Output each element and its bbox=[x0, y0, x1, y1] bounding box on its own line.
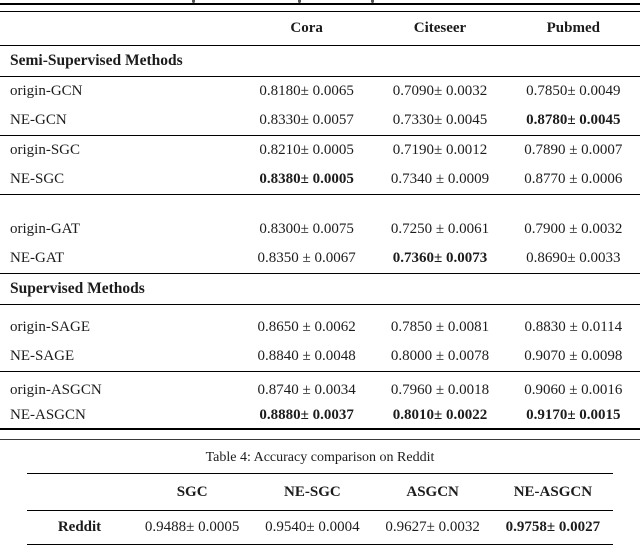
value-cell: 0.8350 ± 0.0067 bbox=[257, 250, 356, 266]
value-cell: 0.8690± 0.0033 bbox=[526, 250, 621, 266]
table-row: origin-SGC 0.8210± 0.0005 0.7190± 0.0012 0.… bbox=[0, 136, 640, 165]
table-row: Reddit 0.9488± 0.0005 0.9540± 0.0004 0.9627… bbox=[27, 511, 613, 545]
value-cell: 0.8840 ± 0.0048 bbox=[257, 348, 356, 364]
table3-body: Semi-Supervised Methods origin-GCN 0.8180±… bbox=[0, 46, 640, 428]
value-cell: 0.9060 ± 0.0016 bbox=[524, 382, 623, 398]
value-cell: 0.7190± 0.0012 bbox=[392, 142, 488, 158]
row-label: origin-GCN bbox=[10, 83, 83, 99]
value-cell: 0.7900 ± 0.0032 bbox=[524, 221, 623, 237]
value-cell: 0.8880± 0.0037 bbox=[259, 407, 354, 423]
row-label: Reddit bbox=[57, 519, 102, 535]
value-cell: 0.8180± 0.0065 bbox=[259, 83, 354, 99]
table-row: NE-ASGCN 0.8880± 0.0037 0.8010± 0.0022 0.91… bbox=[0, 403, 640, 428]
value-cell: 0.9070 ± 0.0098 bbox=[524, 348, 623, 364]
column-header-cora: Cora bbox=[290, 20, 323, 36]
table3-accuracy-citation: Cora Citeseer Pubmed Semi-Supervised Metho… bbox=[0, 12, 640, 428]
table-row: origin-ASGCN 0.8740 ± 0.0034 0.7960 ± 0.00… bbox=[0, 378, 640, 403]
table-row: origin-GAT 0.8300± 0.0075 0.7250 ± 0.0061 0… bbox=[0, 215, 640, 244]
table3-header-row: Cora Citeseer Pubmed bbox=[0, 12, 640, 46]
row-group: origin-SGC 0.8210± 0.0005 0.7190± 0.0012 0.… bbox=[0, 136, 640, 195]
value-cell: 0.7250 ± 0.0061 bbox=[390, 221, 490, 237]
column-header-pubmed: Pubmed bbox=[546, 20, 600, 36]
section-header: Supervised Methods bbox=[0, 274, 640, 305]
row-label: origin-SGC bbox=[10, 142, 81, 158]
row-group: origin-GAT 0.8300± 0.0075 0.7250 ± 0.0061 0… bbox=[0, 195, 640, 274]
value-cell: 0.9540± 0.0004 bbox=[265, 519, 360, 535]
value-cell: 0.8010± 0.0022 bbox=[392, 407, 488, 423]
value-cell: 0.8000 ± 0.0078 bbox=[390, 348, 490, 364]
row-label: NE-GAT bbox=[10, 250, 65, 266]
row-group: origin-ASGCN 0.8740 ± 0.0034 0.7960 ± 0.00… bbox=[0, 372, 640, 428]
value-cell: 0.9170± 0.0015 bbox=[526, 407, 621, 423]
value-cell: 0.8770 ± 0.0006 bbox=[524, 171, 623, 187]
column-header-sgc: SGC bbox=[176, 483, 208, 500]
value-cell: 0.7960 ± 0.0018 bbox=[390, 382, 490, 398]
table-row: origin-GCN 0.8180± 0.0065 0.7090± 0.0032 0.… bbox=[0, 77, 640, 106]
table-row: NE-SAGE 0.8840 ± 0.0048 0.8000 ± 0.0078 0.9… bbox=[0, 342, 640, 371]
value-cell: 0.8300± 0.0075 bbox=[259, 221, 354, 237]
table3-bottomrule-thin bbox=[0, 439, 640, 440]
table-row: NE-GCN 0.8330± 0.0057 0.7330± 0.0045 0.8780… bbox=[0, 106, 640, 135]
value-cell: 0.9627± 0.0032 bbox=[385, 519, 480, 535]
table4-accuracy-reddit: SGC NE-SGC ASGCN NE-ASGCN Reddit 0.9488± 0.0… bbox=[27, 473, 613, 545]
value-cell: 0.8210± 0.0005 bbox=[259, 142, 354, 158]
table3-bottomrule-thick bbox=[0, 428, 640, 430]
table-row: NE-SGC 0.8380± 0.0005 0.7340 ± 0.0009 0.877… bbox=[0, 165, 640, 194]
table4-caption: Table 4: Accuracy comparison on Reddit bbox=[205, 450, 435, 465]
row-label: NE-GCN bbox=[10, 112, 67, 128]
table4-header-row: SGC NE-SGC ASGCN NE-ASGCN bbox=[27, 474, 613, 511]
value-cell: 0.7890 ± 0.0007 bbox=[524, 142, 623, 158]
value-cell: 0.7850± 0.0049 bbox=[526, 83, 621, 99]
row-label: NE-SAGE bbox=[10, 348, 75, 364]
row-label: NE-SGC bbox=[10, 171, 65, 187]
column-header-asgcn: ASGCN bbox=[406, 483, 459, 500]
column-header-citeseer: Citeseer bbox=[413, 20, 467, 36]
row-label: origin-GAT bbox=[10, 221, 80, 237]
value-cell: 0.8380± 0.0005 bbox=[259, 171, 354, 187]
value-cell: 0.7090± 0.0032 bbox=[392, 83, 488, 99]
column-header-ne-asgcn: NE-ASGCN bbox=[513, 483, 593, 500]
value-cell: 0.9758± 0.0027 bbox=[505, 519, 601, 535]
row-group: origin-SAGE 0.8650 ± 0.0062 0.7850 ± 0.008… bbox=[0, 305, 640, 372]
value-cell: 0.7330± 0.0045 bbox=[392, 112, 488, 128]
value-cell: 0.8830 ± 0.0114 bbox=[524, 319, 623, 335]
table-row: origin-SAGE 0.8650 ± 0.0062 0.7850 ± 0.008… bbox=[0, 313, 640, 342]
value-cell: 0.7850 ± 0.0081 bbox=[390, 319, 490, 335]
value-cell: 0.7340 ± 0.0009 bbox=[390, 171, 490, 187]
column-header-ne-sgc: NE-SGC bbox=[284, 483, 341, 500]
row-label: origin-ASGCN bbox=[10, 382, 102, 398]
section-header: Semi-Supervised Methods bbox=[0, 46, 640, 77]
table3-toprule-thick bbox=[0, 3, 640, 5]
row-label: NE-ASGCN bbox=[10, 407, 86, 423]
table3-toprule-thin bbox=[0, 11, 640, 12]
table4-body: Reddit 0.9488± 0.0005 0.9540± 0.0004 0.9627… bbox=[27, 511, 613, 545]
table-row: NE-GAT 0.8350 ± 0.0067 0.7360± 0.0073 0.869… bbox=[0, 244, 640, 273]
row-group: origin-GCN 0.8180± 0.0065 0.7090± 0.0032 0.… bbox=[0, 77, 640, 136]
value-cell: 0.8650 ± 0.0062 bbox=[257, 319, 356, 335]
value-cell: 0.9488± 0.0005 bbox=[144, 519, 240, 535]
value-cell: 0.7360± 0.0073 bbox=[392, 250, 488, 266]
value-cell: 0.8330± 0.0057 bbox=[259, 112, 354, 128]
value-cell: 0.8780± 0.0045 bbox=[526, 112, 621, 128]
value-cell: 0.8740 ± 0.0034 bbox=[257, 382, 356, 398]
row-label: origin-SAGE bbox=[10, 319, 90, 335]
